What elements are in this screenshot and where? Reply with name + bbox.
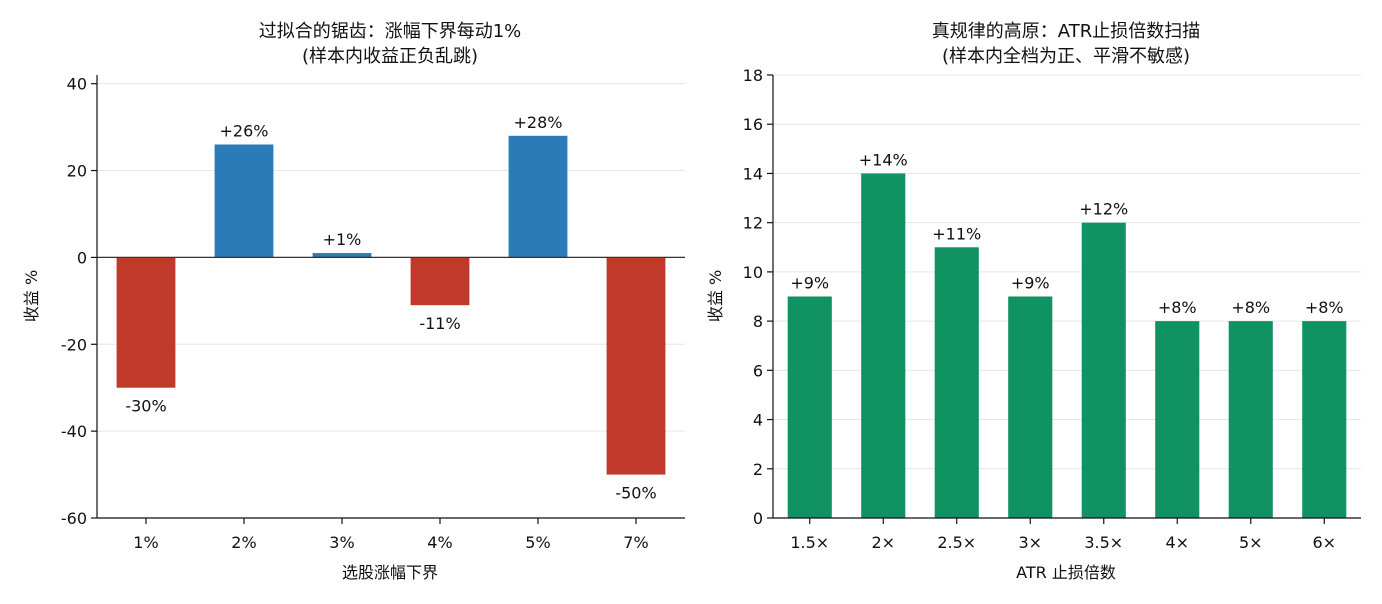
y-tick-label: 4 (753, 411, 763, 430)
bar (1155, 321, 1200, 518)
bar-value-label: +9% (1011, 274, 1050, 293)
bar-value-label: +8% (1231, 298, 1270, 317)
y-tick-label: 0 (77, 248, 87, 267)
left-chart-data-labels: -30% +26% +1% -11% +28% -50% (125, 113, 656, 503)
x-tick-label: 4× (1165, 533, 1189, 552)
y-tick-label: 0 (753, 509, 763, 528)
left-chart-y-axis-label: 收益 % (22, 270, 41, 322)
bar (214, 144, 274, 258)
x-tick-label: 2.5× (937, 533, 976, 552)
bar (508, 135, 568, 258)
x-tick-label: 6× (1312, 533, 1336, 552)
bar-value-label: +8% (1305, 298, 1344, 317)
left-chart-title: 过拟合的锯齿：涨幅下界每动1% (259, 21, 522, 42)
left-chart-x-axis-label: 选股涨幅下界 (342, 563, 438, 582)
y-tick-label: 6 (753, 361, 763, 380)
bar (410, 257, 470, 306)
bar (116, 257, 176, 388)
bar (1302, 321, 1347, 518)
left-chart-subtitle: (样本内收益正负乱跳) (302, 46, 478, 67)
left-chart-gridlines (97, 83, 685, 519)
bar-value-label: -30% (125, 397, 166, 416)
right-chart-bars (787, 173, 1347, 518)
bar (787, 296, 832, 518)
right-chart-y-axis-label: 收益 % (706, 270, 725, 322)
y-tick-label: -60 (61, 509, 87, 528)
right-chart: 真规律的高原：ATR止损倍数扫描 (样本内全档为正、平滑不敏感) +9% +14%… (706, 21, 1361, 582)
bar-value-label: +26% (220, 121, 269, 140)
right-chart-data-labels: +9% +14% +11% +9% +12% +8% +8% +8% (790, 150, 1343, 317)
x-tick-label: 1% (133, 533, 158, 552)
x-tick-label: 3× (1018, 533, 1042, 552)
bar (312, 253, 372, 258)
y-tick-label: -20 (61, 335, 87, 354)
bar-value-label: +11% (932, 224, 981, 243)
y-tick-label: 8 (753, 312, 763, 331)
bar-value-label: +12% (1079, 200, 1128, 219)
bar-value-label: -11% (419, 314, 460, 333)
x-tick-label: 3% (329, 533, 354, 552)
bar-value-label: +9% (790, 274, 829, 293)
x-tick-label: 4% (427, 533, 452, 552)
bar-value-label: +1% (323, 230, 362, 249)
bar (1008, 296, 1053, 518)
x-tick-label: 3.5× (1084, 533, 1123, 552)
y-tick-label: 40 (67, 75, 87, 94)
right-chart-subtitle: (样本内全档为正、平滑不敏感) (942, 46, 1190, 67)
right-chart-y-ticks: 0 2 4 6 8 10 12 14 16 18 (743, 66, 773, 528)
bar-value-label: -50% (615, 484, 656, 503)
y-tick-label: 14 (743, 164, 763, 183)
left-chart-y-ticks: 40 20 0 -20 -40 -60 (61, 75, 97, 528)
right-chart-x-axis-label: ATR 止损倍数 (1016, 563, 1116, 582)
y-tick-label: -40 (61, 422, 87, 441)
right-chart-x-ticks: 1.5× 2× 2.5× 3× 3.5× 4× 5× 6× (790, 518, 1336, 552)
x-tick-label: 5× (1239, 533, 1263, 552)
left-chart-x-ticks: 1% 2% 3% 4% 5% 7% (133, 518, 649, 552)
x-tick-label: 2× (871, 533, 895, 552)
y-tick-label: 2 (753, 460, 763, 479)
left-chart-axes (96, 75, 685, 519)
bar-value-label: +8% (1158, 298, 1197, 317)
y-tick-label: 18 (743, 66, 763, 85)
bar (1081, 222, 1126, 518)
right-chart-title: 真规律的高原：ATR止损倍数扫描 (932, 21, 1200, 42)
x-tick-label: 2% (231, 533, 256, 552)
right-chart-axes (772, 75, 1361, 519)
bar (1228, 321, 1273, 518)
y-tick-label: 12 (743, 214, 763, 233)
x-tick-label: 1.5× (790, 533, 829, 552)
x-tick-label: 5% (525, 533, 550, 552)
y-tick-label: 20 (67, 162, 87, 181)
left-chart: 过拟合的锯齿：涨幅下界每动1% (样本内收益正负乱跳) -30%+26%+1%-… (22, 21, 685, 582)
bar-value-label: +28% (514, 113, 563, 132)
y-tick-label: 10 (743, 263, 763, 282)
bar-value-label: +14% (859, 150, 908, 169)
x-tick-label: 7% (623, 533, 648, 552)
y-tick-label: 16 (743, 115, 763, 134)
bar (861, 173, 906, 518)
bar (934, 247, 979, 518)
bar (606, 257, 666, 475)
left-chart-bars (116, 135, 666, 475)
